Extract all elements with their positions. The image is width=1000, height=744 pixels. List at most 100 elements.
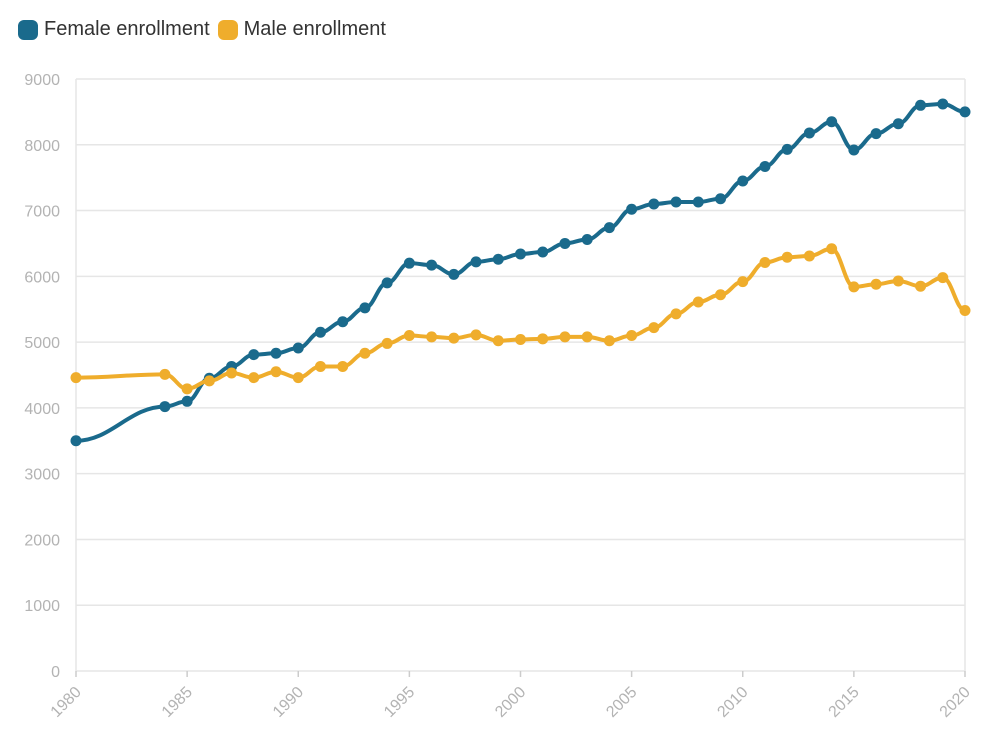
data-point-male-2019[interactable] — [937, 272, 949, 284]
legend-item-male[interactable]: Male enrollment — [217, 18, 386, 41]
x-tick-label: 2000 — [492, 684, 529, 721]
grid-lines — [75, 78, 966, 672]
x-tick-label: 2020 — [937, 684, 974, 721]
data-point-female-1990[interactable] — [292, 342, 304, 354]
data-point-female-2010[interactable] — [737, 175, 749, 187]
data-point-female-1993[interactable] — [359, 302, 371, 314]
data-point-female-2002[interactable] — [559, 237, 571, 249]
legend-swatch-male — [217, 19, 238, 40]
data-point-male-1995[interactable] — [403, 330, 415, 342]
data-point-male-2013[interactable] — [803, 250, 815, 262]
data-point-male-2004[interactable] — [603, 335, 615, 347]
y-tick-label: 6000 — [24, 269, 60, 286]
y-tick-label: 0 — [51, 664, 60, 681]
data-point-male-1989[interactable] — [270, 366, 282, 378]
y-tick-label: 1000 — [24, 598, 60, 615]
data-point-female-2003[interactable] — [581, 233, 593, 245]
data-point-female-1994[interactable] — [381, 277, 393, 289]
data-point-female-2019[interactable] — [937, 98, 949, 110]
data-point-female-2000[interactable] — [515, 248, 526, 260]
data-point-male-2006[interactable] — [648, 322, 660, 334]
data-point-male-2017[interactable] — [892, 275, 904, 287]
data-point-female-1998[interactable] — [470, 256, 482, 268]
data-point-female-1989[interactable] — [270, 347, 282, 359]
data-point-female-1992[interactable] — [337, 316, 349, 328]
y-tick-label: 2000 — [24, 532, 60, 549]
data-point-male-1993[interactable] — [359, 347, 371, 359]
data-point-male-1997[interactable] — [448, 332, 460, 344]
legend-swatch-female — [18, 19, 38, 40]
data-point-male-2008[interactable] — [692, 296, 704, 308]
data-point-female-2009[interactable] — [715, 193, 727, 205]
data-point-male-2012[interactable] — [781, 251, 793, 263]
data-point-male-1992[interactable] — [337, 360, 349, 372]
data-point-male-2007[interactable] — [670, 308, 682, 320]
data-point-female-1996[interactable] — [426, 259, 438, 271]
data-point-female-2007[interactable] — [670, 196, 682, 208]
series-group — [70, 98, 971, 447]
data-point-male-2018[interactable] — [915, 280, 927, 292]
data-point-male-2009[interactable] — [715, 289, 727, 301]
data-point-female-1988[interactable] — [248, 349, 260, 361]
y-tick-label: 3000 — [24, 467, 60, 484]
data-point-female-1984[interactable] — [159, 401, 171, 413]
data-point-male-1987[interactable] — [226, 367, 238, 379]
x-axis: 1980 1985 1990 1995 2000 2005 2010 2015 2020 — [48, 671, 974, 721]
y-tick-label: 8000 — [24, 138, 60, 155]
y-tick-label: 7000 — [24, 204, 60, 221]
data-point-female-2017[interactable] — [892, 118, 904, 130]
data-point-male-1998[interactable] — [470, 329, 482, 341]
data-point-female-2014[interactable] — [826, 116, 838, 128]
legend-label-male: Male enrollment — [243, 18, 386, 40]
x-tick-label: 1990 — [270, 684, 307, 721]
data-point-male-2000[interactable] — [515, 333, 526, 345]
legend-item-female[interactable]: Female enrollment — [18, 18, 210, 41]
data-point-female-2001[interactable] — [537, 246, 549, 258]
data-point-male-1988[interactable] — [248, 372, 260, 384]
x-tick-label: 2015 — [826, 684, 863, 721]
data-point-female-2015[interactable] — [848, 144, 860, 156]
data-point-female-1997[interactable] — [448, 268, 460, 280]
y-tick-label: 5000 — [24, 335, 60, 352]
data-point-male-2010[interactable] — [737, 276, 749, 288]
data-point-male-1994[interactable] — [381, 337, 393, 349]
data-point-male-2016[interactable] — [870, 278, 882, 290]
data-point-female-2016[interactable] — [870, 128, 882, 140]
data-point-male-1984[interactable] — [159, 368, 171, 380]
data-point-male-1986[interactable] — [203, 375, 215, 387]
data-point-female-2006[interactable] — [648, 198, 660, 210]
data-point-female-1991[interactable] — [314, 326, 326, 338]
data-point-female-2011[interactable] — [759, 160, 771, 172]
series-line-female — [75, 101, 966, 443]
data-point-male-1990[interactable] — [292, 372, 304, 384]
data-point-male-1980[interactable] — [70, 372, 82, 384]
data-point-female-2012[interactable] — [781, 143, 793, 155]
data-point-male-2002[interactable] — [559, 331, 571, 343]
x-tick-label: 1980 — [48, 684, 85, 721]
data-point-female-1999[interactable] — [492, 253, 504, 265]
data-point-male-1991[interactable] — [314, 360, 326, 372]
data-point-female-2018[interactable] — [915, 99, 927, 111]
data-point-male-2014[interactable] — [826, 243, 838, 255]
data-point-male-2001[interactable] — [537, 333, 549, 345]
data-point-female-2013[interactable] — [803, 127, 815, 139]
data-point-male-1999[interactable] — [492, 335, 504, 347]
data-point-female-2005[interactable] — [626, 203, 638, 215]
data-point-male-1996[interactable] — [426, 331, 438, 343]
series-line-male — [75, 246, 966, 391]
data-point-female-2004[interactable] — [603, 222, 615, 234]
data-point-male-2005[interactable] — [626, 330, 638, 342]
x-tick-label: 1985 — [159, 684, 196, 721]
data-point-female-2008[interactable] — [692, 196, 704, 208]
data-point-female-1985[interactable] — [181, 395, 193, 407]
x-tick-label: 2005 — [603, 684, 640, 721]
data-point-female-1995[interactable] — [403, 257, 415, 269]
data-point-male-1985[interactable] — [181, 383, 193, 395]
data-point-male-2015[interactable] — [848, 281, 860, 293]
data-point-male-2011[interactable] — [759, 257, 771, 269]
data-point-male-2003[interactable] — [581, 331, 593, 343]
data-point-male-2020[interactable] — [959, 305, 971, 317]
data-point-female-2020[interactable] — [959, 106, 971, 118]
data-point-female-1980[interactable] — [70, 435, 82, 447]
